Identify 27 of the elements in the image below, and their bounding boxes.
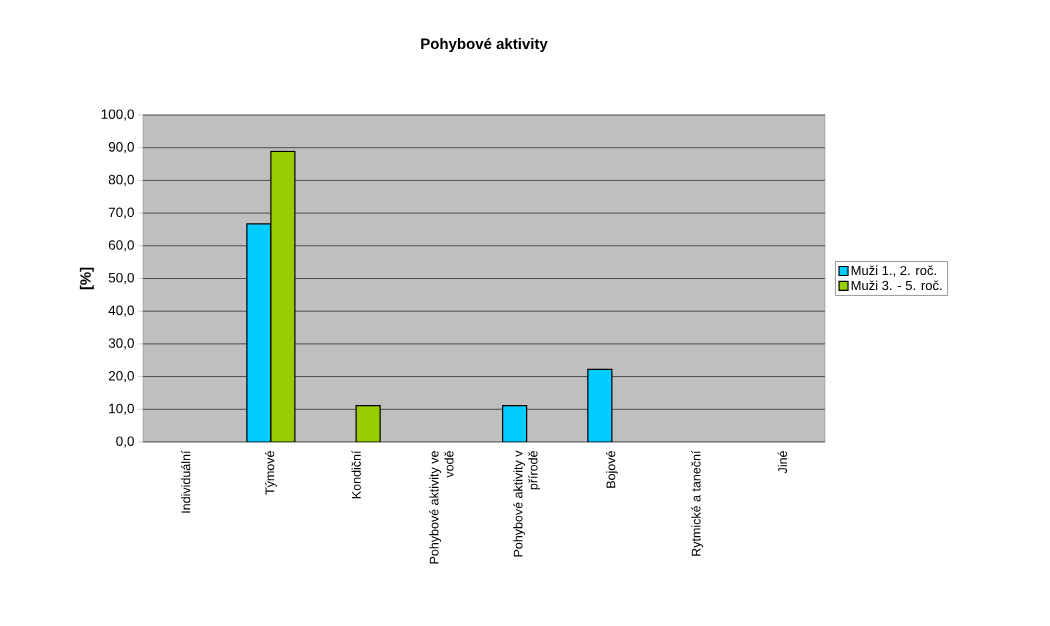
y-tick-label: 30,0 — [108, 338, 134, 350]
x-tick-label: Pohybové aktivity ve vodě — [429, 451, 454, 564]
y-tick-label: 100,0 — [101, 109, 134, 121]
y-tick-label: 60,0 — [108, 240, 134, 252]
y-tick-label: 70,0 — [108, 207, 134, 219]
x-tick-label: Individuální — [180, 450, 191, 513]
bar — [587, 368, 613, 442]
bar — [270, 150, 296, 442]
y-tick-label: 20,0 — [108, 371, 134, 383]
bar — [246, 223, 272, 442]
y-tick-label: 80,0 — [108, 174, 134, 186]
x-tick-label: Pohybové aktivity v přírodě — [513, 450, 541, 557]
y-tick-label: 10,0 — [109, 403, 134, 415]
y-tick-label: 50,0 — [108, 272, 134, 285]
x-tick-label: Rytmické a taneční — [691, 450, 704, 556]
legend-label: Muži 1., 2. roč. — [851, 265, 936, 277]
y-axis-title: [%] — [79, 267, 94, 290]
bar — [502, 405, 528, 442]
chart-title: Pohybové aktivity — [421, 37, 548, 53]
x-tick-label: Bojové — [605, 451, 618, 488]
y-tick-label: 0,0 — [116, 436, 134, 448]
x-tick-label: Kondiční — [351, 450, 361, 499]
y-tick-label: 90,0 — [108, 142, 134, 154]
legend-label: Muži 3. - 5. roč. — [851, 280, 942, 291]
x-tick-label: Jiné — [777, 451, 788, 474]
x-tick-label: Týmové — [264, 451, 277, 495]
y-tick-label: 40,0 — [108, 305, 134, 317]
